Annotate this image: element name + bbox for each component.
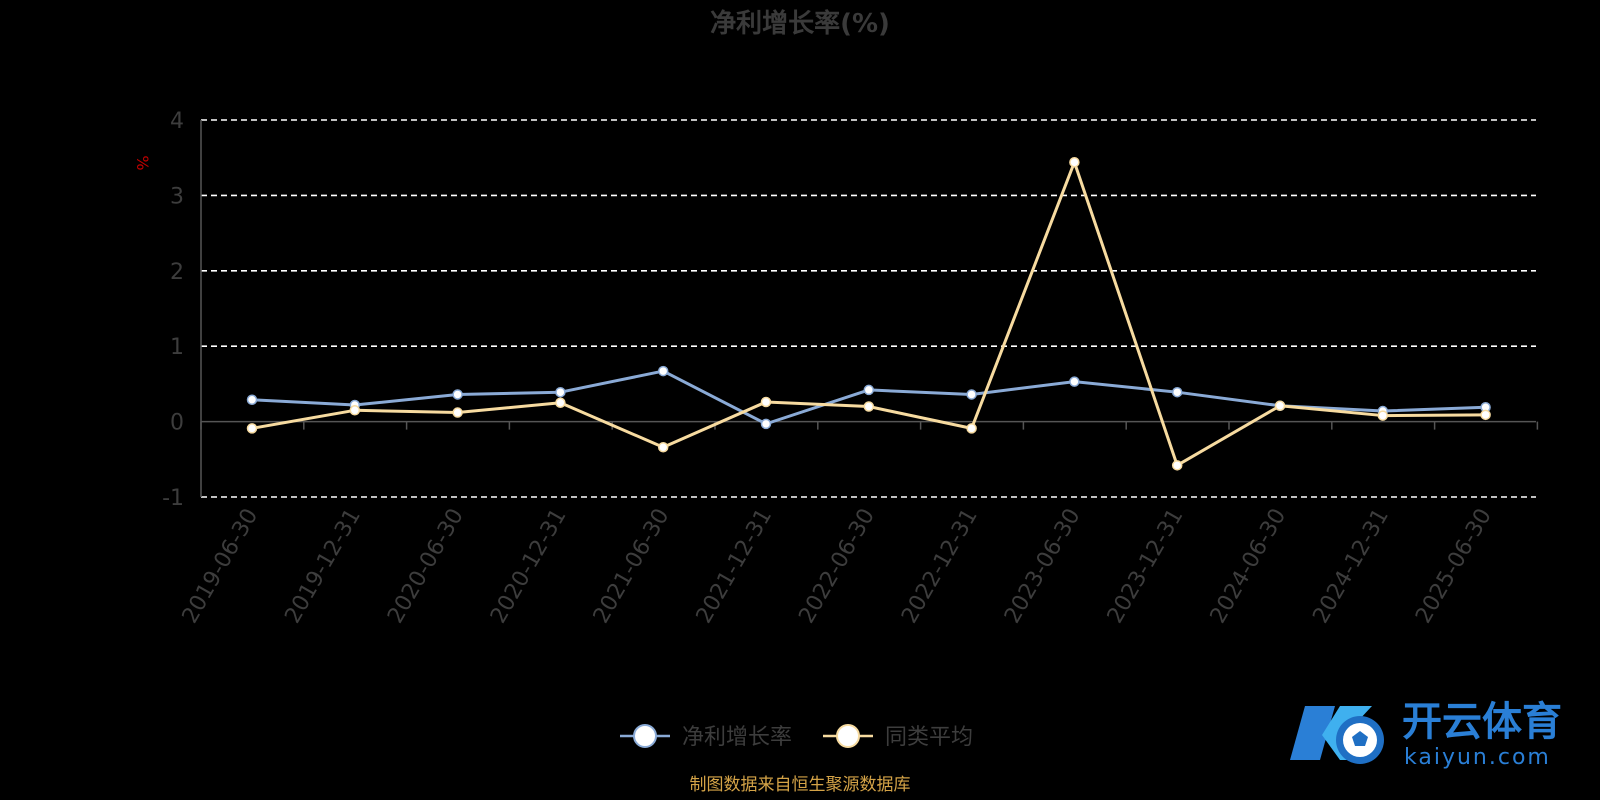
x-tick-label: 2023-12-31 (1103, 505, 1189, 628)
data-point (1069, 156, 1080, 168)
legend[interactable]: 净利增长率 同类平均 (620, 724, 973, 750)
data-point (1377, 410, 1389, 421)
x-tick-label: 2020-12-31 (486, 505, 572, 628)
data-point (1171, 460, 1183, 471)
legend-marker (633, 724, 657, 748)
legend-item-1[interactable]: 净利增长率 (620, 724, 792, 750)
x-tick-label: 2019-06-30 (178, 505, 264, 628)
legend-marker (836, 724, 860, 748)
grid-lines (201, 119, 1536, 498)
data-point (1480, 409, 1491, 421)
y-tick-label: 1 (170, 335, 184, 360)
x-tick-label: 2021-06-30 (589, 505, 675, 628)
data-point (349, 405, 361, 416)
x-tick-label: 2024-12-31 (1308, 505, 1394, 628)
x-tick-label: 2019-12-31 (280, 505, 366, 628)
kaiyun-logo: 开云体育 kaiyun.com (1290, 699, 1562, 770)
data-point (555, 397, 566, 408)
x-tick-label: 2024-06-30 (1206, 505, 1292, 628)
data-point (760, 418, 772, 430)
y-tick-labels: -1 0 1 2 3 4 (162, 109, 184, 511)
logo-domain: kaiyun.com (1404, 745, 1551, 770)
data-point (1171, 386, 1183, 398)
legend-label: 同类平均 (885, 725, 973, 750)
legend-item-2[interactable]: 同类平均 (823, 724, 973, 750)
series-group (246, 156, 1491, 471)
legend-label: 净利增长率 (682, 725, 792, 750)
data-point (863, 401, 875, 412)
x-tick-label: 2025-06-30 (1411, 505, 1497, 628)
series-line-2 (251, 160, 1486, 467)
logo-title: 开云体育 (1402, 699, 1562, 745)
data-point (452, 407, 463, 418)
x-tick-label: 2022-06-30 (794, 505, 880, 628)
x-tick-label: 2022-12-31 (897, 505, 983, 628)
x-tick-label: 2020-06-30 (383, 504, 469, 627)
data-point (555, 386, 566, 398)
chart-title: 净利增长率(%) (710, 8, 890, 39)
y-tick-label: -1 (162, 486, 184, 511)
y-tick-label: 2 (170, 260, 184, 285)
y-tick-label: 3 (170, 184, 184, 209)
data-source-note: 制图数据来自恒生聚源数据库 (690, 775, 911, 795)
data-point (246, 423, 258, 434)
data-point (657, 441, 669, 453)
y-tick-label: 0 (170, 411, 184, 436)
data-point (1274, 400, 1286, 412)
y-axis-unit: % (133, 155, 152, 170)
axes (200, 120, 1539, 497)
data-point (246, 394, 258, 405)
data-point (452, 389, 463, 400)
data-point (657, 365, 669, 377)
x-tick-label: 2021-12-31 (692, 505, 778, 628)
data-point (966, 389, 977, 400)
x-tick-label: 2023-06-30 (1000, 505, 1086, 628)
data-point (760, 396, 772, 408)
data-point (1069, 376, 1080, 387)
data-point (863, 384, 875, 396)
x-tick-labels: 2019-06-30 2019-12-31 2020-06-30 2020-12-31… (178, 504, 1497, 627)
series-line-1 (251, 369, 1486, 426)
data-point (966, 423, 977, 434)
y-tick-label: 4 (170, 109, 184, 134)
